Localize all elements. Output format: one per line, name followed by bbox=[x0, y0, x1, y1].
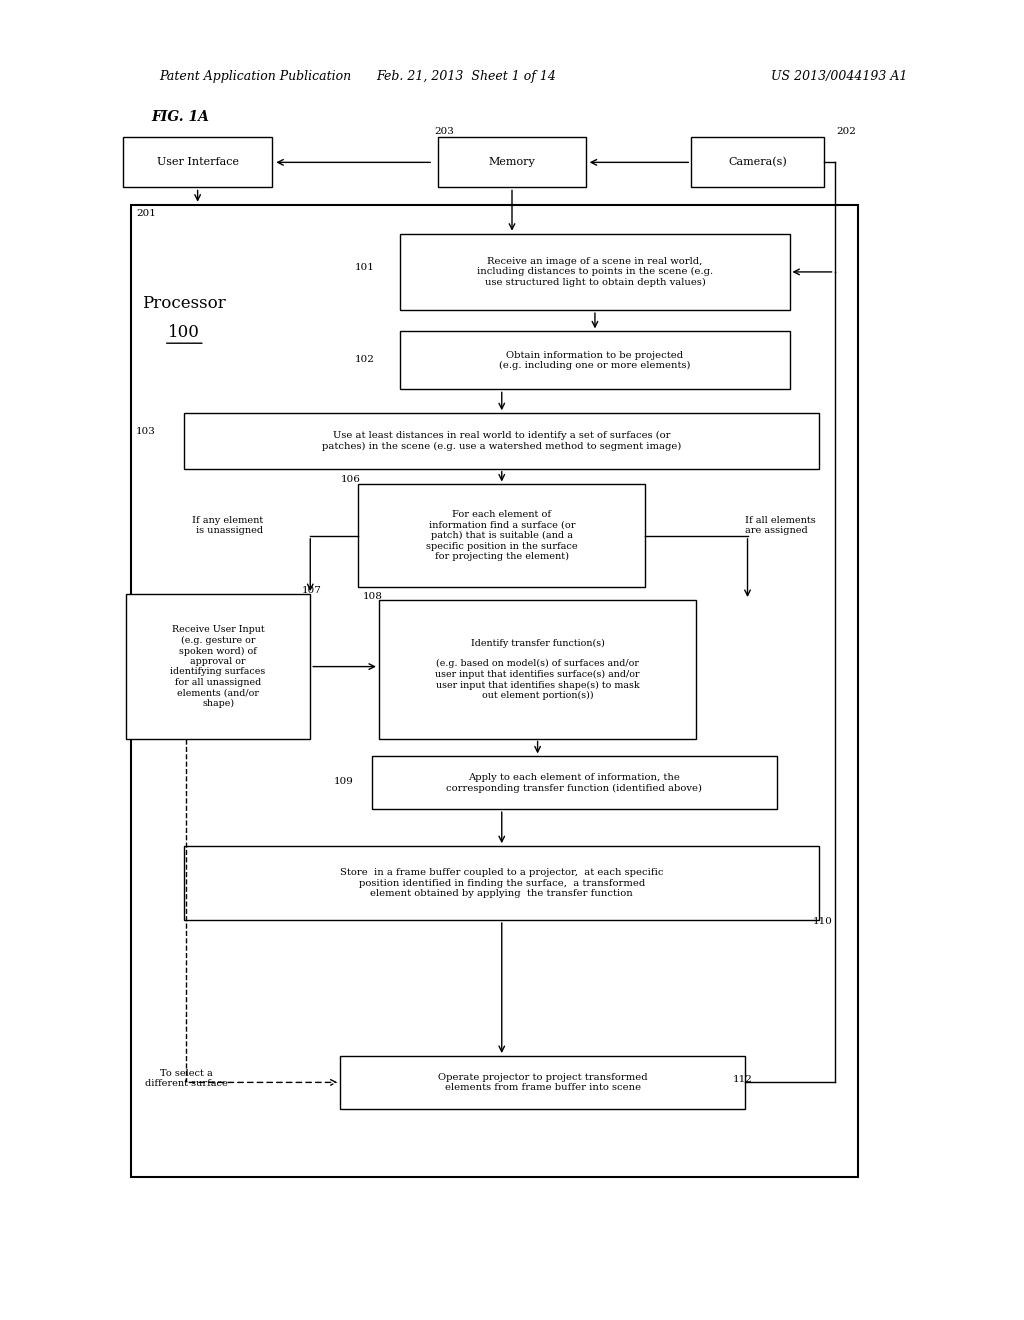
Text: 108: 108 bbox=[362, 593, 382, 601]
Bar bbox=[358, 484, 645, 587]
Text: 107: 107 bbox=[302, 586, 322, 594]
Text: Processor: Processor bbox=[142, 296, 226, 312]
Bar bbox=[691, 137, 824, 187]
Text: If all elements
are assigned: If all elements are assigned bbox=[745, 516, 816, 535]
Text: To select a
different surface: To select a different surface bbox=[145, 1069, 227, 1088]
Text: Apply to each element of information, the
corresponding transfer function (ident: Apply to each element of information, th… bbox=[446, 774, 702, 792]
Text: 112: 112 bbox=[733, 1076, 753, 1084]
Text: Camera(s): Camera(s) bbox=[728, 157, 787, 168]
Bar bbox=[126, 594, 310, 739]
Text: 109: 109 bbox=[334, 777, 353, 785]
Bar bbox=[400, 234, 790, 310]
Text: Receive User Input
(e.g. gesture or
spoken word) of
approval or
identifying surf: Receive User Input (e.g. gesture or spok… bbox=[170, 626, 266, 708]
Text: 101: 101 bbox=[355, 264, 375, 272]
Text: 203: 203 bbox=[434, 128, 454, 136]
Text: User Interface: User Interface bbox=[157, 157, 239, 168]
Text: 201: 201 bbox=[136, 210, 156, 218]
Bar bbox=[131, 205, 858, 1177]
Text: Receive an image of a scene in real world,
including distances to points in the : Receive an image of a scene in real worl… bbox=[477, 257, 713, 286]
Bar bbox=[184, 846, 819, 920]
Text: 110: 110 bbox=[813, 917, 833, 925]
Bar bbox=[400, 331, 790, 389]
Text: Patent Application Publication: Patent Application Publication bbox=[159, 70, 351, 83]
Text: Obtain information to be projected
(e.g. including one or more elements): Obtain information to be projected (e.g.… bbox=[499, 351, 691, 370]
Text: FIG. 1A: FIG. 1A bbox=[152, 110, 210, 124]
Bar bbox=[124, 137, 272, 187]
Text: 100: 100 bbox=[168, 325, 201, 341]
Bar bbox=[340, 1056, 745, 1109]
Text: 202: 202 bbox=[837, 128, 856, 136]
Text: Operate projector to project transformed
elements from frame buffer into scene: Operate projector to project transformed… bbox=[438, 1073, 647, 1092]
Text: 106: 106 bbox=[341, 475, 360, 483]
Text: Use at least distances in real world to identify a set of surfaces (or
patches) : Use at least distances in real world to … bbox=[323, 432, 681, 450]
Text: Memory: Memory bbox=[488, 157, 536, 168]
Text: Feb. 21, 2013  Sheet 1 of 14: Feb. 21, 2013 Sheet 1 of 14 bbox=[376, 70, 556, 83]
Bar bbox=[438, 137, 586, 187]
Text: Identify transfer function(s)

(e.g. based on model(s) of surfaces and/or
user i: Identify transfer function(s) (e.g. base… bbox=[435, 639, 640, 700]
Bar bbox=[373, 756, 777, 809]
Text: 102: 102 bbox=[355, 355, 375, 363]
Text: If any element
is unassigned: If any element is unassigned bbox=[191, 516, 263, 535]
Text: US 2013/0044193 A1: US 2013/0044193 A1 bbox=[771, 70, 908, 83]
Text: For each element of
information find a surface (or
patch) that is suitable (and : For each element of information find a s… bbox=[426, 511, 578, 561]
Text: Store  in a frame buffer coupled to a projector,  at each specific
position iden: Store in a frame buffer coupled to a pro… bbox=[340, 869, 664, 898]
Bar bbox=[379, 599, 696, 739]
Bar bbox=[184, 413, 819, 469]
Text: 103: 103 bbox=[136, 428, 156, 436]
